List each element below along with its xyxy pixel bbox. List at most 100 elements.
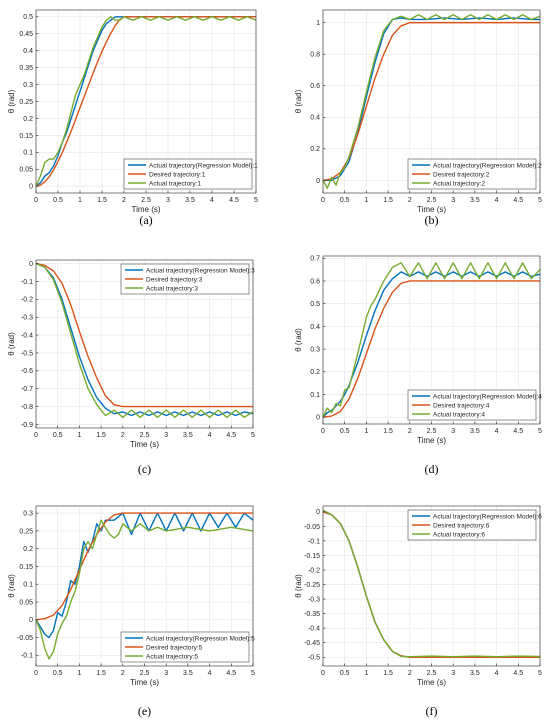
y-tick-label: -0.4 bbox=[308, 626, 320, 633]
x-tick-label: 2 bbox=[408, 670, 412, 677]
x-tick-label: 3 bbox=[451, 670, 455, 677]
y-tick-label: 0.05 bbox=[19, 599, 33, 606]
y-tick-label: -0.9 bbox=[21, 422, 33, 429]
series-line-3 bbox=[35, 16, 257, 187]
x-tick-label: 1.5 bbox=[383, 197, 393, 204]
x-tick-label: 1.5 bbox=[383, 670, 393, 677]
x-tick-label: 1 bbox=[77, 670, 81, 677]
x-tick-label: 3.5 bbox=[185, 197, 195, 204]
series-line-2 bbox=[35, 512, 253, 621]
x-tick-label: 4.5 bbox=[229, 197, 239, 204]
y-tick-label: 0.1 bbox=[23, 150, 33, 157]
x-tick-label: 0.5 bbox=[53, 432, 63, 439]
legend: Actual trajectory(Regression Model):6 Des… bbox=[407, 509, 542, 541]
legend: Actual trajectory(Regression Model):2 Des… bbox=[407, 158, 542, 190]
x-tick-label: 1 bbox=[364, 428, 368, 435]
y-axis-label: θ (rad) bbox=[7, 332, 16, 356]
x-tick-label: 3 bbox=[166, 197, 170, 204]
x-tick-label: 2.5 bbox=[140, 432, 150, 439]
x-tick-label: 5 bbox=[538, 428, 542, 435]
y-tick-label: -0.6 bbox=[21, 368, 33, 375]
x-tick-label: 0.5 bbox=[340, 670, 350, 677]
x-tick-label: 2.5 bbox=[427, 670, 437, 677]
y-tick-label: 0.3 bbox=[23, 511, 33, 518]
y-tick-label: 0.4 bbox=[310, 115, 320, 122]
x-tick-label: 3.5 bbox=[183, 432, 193, 439]
y-tick-label: -0.8 bbox=[21, 404, 33, 411]
legend: Actual trajectory(Regression Model):1 Des… bbox=[123, 158, 258, 190]
x-tick-label: 5 bbox=[538, 197, 542, 204]
x-axis-label: Time (s) bbox=[130, 678, 159, 687]
y-tick-label: 0.25 bbox=[19, 528, 33, 535]
chart-panel-1: 0 0.5 1 1.5 2 2.5 3 3.5 4 4.5 5 0 0.05 0.1 0.15 0.2 0.25… bbox=[7, 9, 258, 227]
x-tick-label: 5 bbox=[538, 670, 542, 677]
series-line-3 bbox=[322, 509, 541, 658]
x-tick-label: 0 bbox=[321, 670, 325, 677]
x-axis-label: Time (s) bbox=[417, 678, 446, 687]
legend-entry: Actual trajectory:3 bbox=[146, 285, 198, 292]
y-tick-label: 0.4 bbox=[310, 324, 320, 331]
x-tick-label: 3 bbox=[451, 197, 455, 204]
y-axis-label: θ (rad) bbox=[7, 574, 16, 598]
legend-entry: Desired trajectory:6 bbox=[433, 522, 490, 529]
y-tick-label: -0.5 bbox=[21, 350, 33, 357]
series-line-2 bbox=[35, 262, 253, 408]
x-axis-label: Time (s) bbox=[417, 436, 446, 445]
y-tick-label: 0.5 bbox=[23, 14, 33, 21]
x-tick-label: 2.5 bbox=[140, 670, 150, 677]
x-tick-label: 4.5 bbox=[513, 197, 523, 204]
subfigure-caption: (f) bbox=[426, 704, 438, 718]
x-tick-label: 4.5 bbox=[513, 428, 523, 435]
y-tick-label: -0.1 bbox=[21, 653, 33, 660]
legend-entry: Desired trajectory:4 bbox=[433, 402, 490, 409]
y-tick-label: 0.2 bbox=[310, 369, 320, 376]
x-tick-label: 4 bbox=[495, 670, 499, 677]
y-tick-label: 0.15 bbox=[19, 133, 33, 140]
y-tick-label: -0.25 bbox=[304, 582, 320, 589]
subfigure-caption: (e) bbox=[138, 704, 151, 718]
x-tick-label: 0.5 bbox=[340, 197, 350, 204]
legend-entry: Actual trajectory(Regression Model):5 bbox=[146, 635, 255, 642]
x-tick-label: 3 bbox=[164, 432, 168, 439]
legend: Actual trajectory(Regression Model):3 Des… bbox=[120, 263, 255, 295]
y-tick-label: -0.35 bbox=[304, 611, 320, 618]
y-tick-label: 0 bbox=[316, 415, 320, 422]
y-tick-label: -0.05 bbox=[17, 635, 33, 642]
chart-panel-6: 0 0.5 1 1.5 2 2.5 3 3.5 4 4.5 5 0 -0.05 -0.1 -0.15 -0.2… bbox=[294, 505, 542, 718]
y-axis-label: θ (rad) bbox=[294, 328, 303, 352]
x-axis-label: Time (s) bbox=[417, 205, 446, 214]
y-tick-label: -0.45 bbox=[304, 640, 320, 647]
x-tick-label: 4 bbox=[208, 432, 212, 439]
legend-entry: Actual trajectory:4 bbox=[433, 411, 485, 418]
x-tick-label: 5 bbox=[251, 432, 255, 439]
y-tick-label: -0.3 bbox=[21, 315, 33, 322]
y-tick-label: -0.5 bbox=[308, 655, 320, 662]
y-tick-label: 0.3 bbox=[23, 82, 33, 89]
x-tick-label: 0.5 bbox=[53, 197, 63, 204]
y-axis-label: θ (rad) bbox=[294, 574, 303, 598]
x-tick-label: 4 bbox=[495, 428, 499, 435]
y-tick-label: 0.4 bbox=[23, 48, 33, 55]
x-tick-label: 0.5 bbox=[53, 670, 63, 677]
y-tick-label: -0.05 bbox=[304, 524, 320, 531]
x-tick-label: 1 bbox=[78, 197, 82, 204]
x-tick-label: 0 bbox=[34, 197, 38, 204]
x-tick-label: 1.5 bbox=[96, 670, 106, 677]
x-tick-label: 3.5 bbox=[470, 670, 480, 677]
x-tick-label: 2 bbox=[408, 428, 412, 435]
x-tick-label: 4.5 bbox=[226, 670, 236, 677]
y-tick-label: 0.45 bbox=[19, 31, 33, 38]
y-tick-label: -0.3 bbox=[308, 596, 320, 603]
y-tick-label: 0.2 bbox=[23, 546, 33, 553]
y-tick-label: -0.15 bbox=[304, 553, 320, 560]
y-tick-label: 0.2 bbox=[310, 146, 320, 153]
legend-entry: Desired trajectory:3 bbox=[146, 276, 203, 283]
series-line-3 bbox=[35, 519, 254, 660]
x-tick-label: 0.5 bbox=[340, 428, 350, 435]
legend-entry: Actual trajectory:2 bbox=[433, 180, 485, 187]
y-tick-label: 0.7 bbox=[310, 256, 320, 263]
x-tick-label: 4.5 bbox=[226, 432, 236, 439]
x-tick-label: 2 bbox=[121, 670, 125, 677]
x-tick-label: 2.5 bbox=[141, 197, 151, 204]
